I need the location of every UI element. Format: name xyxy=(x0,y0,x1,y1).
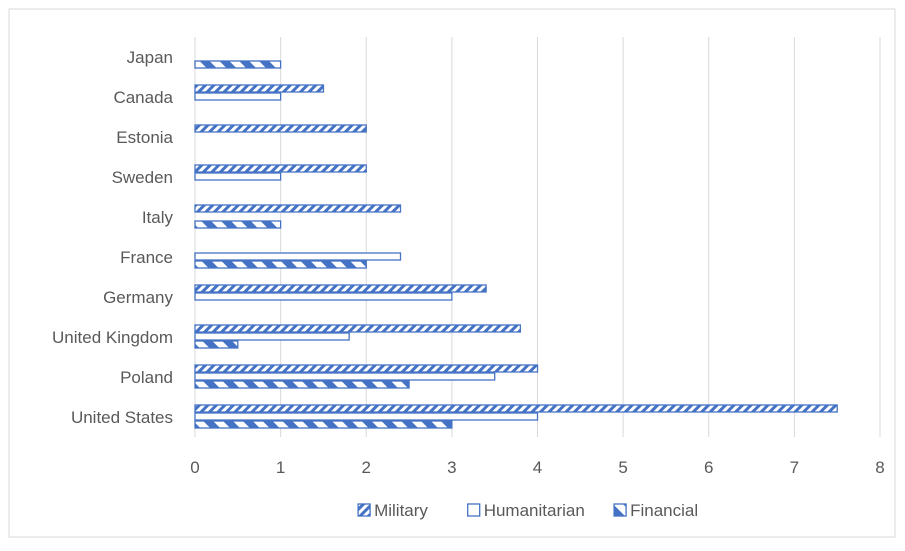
bar-humanitarian xyxy=(194,92,282,101)
bar-military xyxy=(194,404,838,413)
x-tick-label: 2 xyxy=(362,458,371,477)
bar-military xyxy=(194,204,402,213)
category-label: United Kingdom xyxy=(52,328,173,347)
x-tick-label: 3 xyxy=(447,458,456,477)
x-tick-label: 0 xyxy=(190,458,199,477)
bar-humanitarian xyxy=(194,372,496,381)
bar-military xyxy=(194,124,367,133)
legend-label-military: Military xyxy=(374,501,428,520)
bars xyxy=(194,60,838,429)
bar-humanitarian xyxy=(194,252,402,261)
bar-financial xyxy=(194,220,282,229)
category-label: Canada xyxy=(113,88,173,107)
bar-military xyxy=(194,164,367,173)
bar-financial xyxy=(194,420,453,429)
bar-humanitarian xyxy=(194,332,350,341)
legend-swatch-military xyxy=(357,503,371,517)
category-label: Germany xyxy=(103,288,173,307)
bar-military xyxy=(194,364,539,373)
x-tick-labels: 0 1 2 3 4 5 6 7 8 xyxy=(190,458,884,477)
category-label: France xyxy=(120,248,173,267)
legend: Military Humanitarian Financial xyxy=(357,501,698,520)
x-tick-label: 4 xyxy=(533,458,542,477)
x-tick-label: 7 xyxy=(790,458,799,477)
bar-humanitarian xyxy=(194,412,539,421)
legend-swatch-financial xyxy=(613,503,627,517)
bar-humanitarian xyxy=(194,292,453,301)
bar-humanitarian xyxy=(194,172,282,181)
bar-military xyxy=(194,324,522,333)
x-tick-label: 1 xyxy=(276,458,285,477)
category-labels: United States Poland United Kingdom Germany… xyxy=(52,48,174,427)
legend-swatch-humanitarian xyxy=(467,503,481,517)
category-label: Japan xyxy=(127,48,173,67)
x-tick-label: 5 xyxy=(618,458,627,477)
category-label: Italy xyxy=(142,208,174,227)
bar-military xyxy=(194,284,487,293)
legend-label-humanitarian: Humanitarian xyxy=(484,501,585,520)
x-tick-label: 6 xyxy=(704,458,713,477)
bar-financial xyxy=(194,340,239,349)
category-label: United States xyxy=(71,408,173,427)
category-label: Sweden xyxy=(112,168,173,187)
bar-financial xyxy=(194,260,367,269)
category-label: Poland xyxy=(120,368,173,387)
legend-label-financial: Financial xyxy=(630,501,698,520)
bar-financial xyxy=(194,380,410,389)
bar-financial xyxy=(194,60,282,69)
x-tick-label: 8 xyxy=(875,458,884,477)
category-label: Estonia xyxy=(116,128,173,147)
bar-military xyxy=(194,84,325,93)
